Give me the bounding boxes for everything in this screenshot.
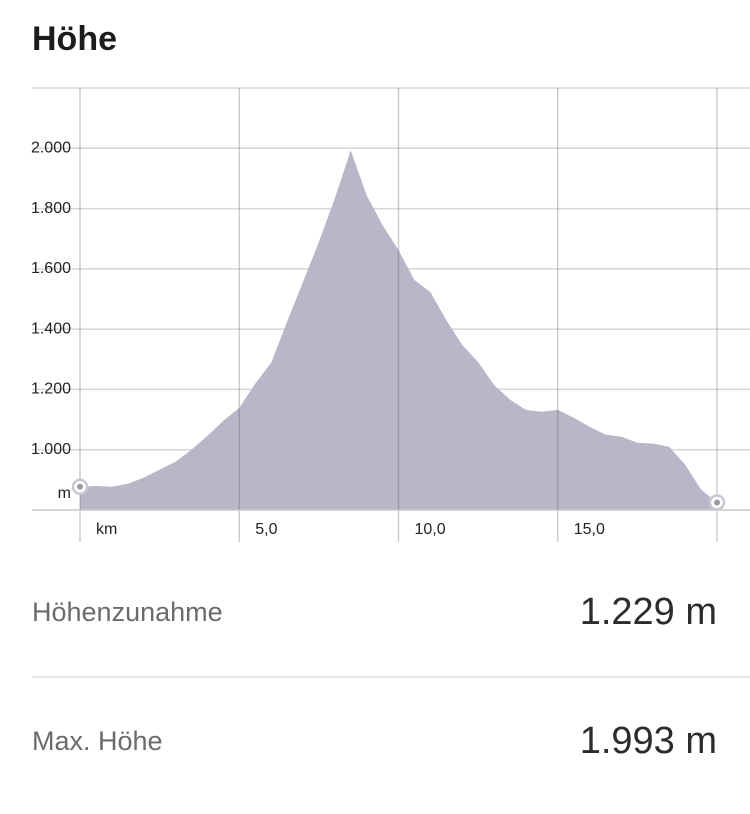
endpoint-dot xyxy=(77,483,83,490)
y-tick-label: 1.400 xyxy=(31,320,71,337)
y-tick-label: 2.000 xyxy=(31,140,71,157)
y-tick-label: 1.800 xyxy=(31,200,71,217)
stat-value: 1.993 m xyxy=(580,720,717,762)
x-tick-label: 5,0 xyxy=(255,521,277,538)
stat-label: Höhenzunahme xyxy=(32,597,223,627)
x-tick-label: 15,0 xyxy=(574,521,605,538)
elevation-area xyxy=(80,150,717,510)
y-tick-label: 1.200 xyxy=(31,381,71,398)
endpoint-dot xyxy=(714,499,720,506)
title: Höhe xyxy=(32,20,117,58)
y-tick-label: 1.000 xyxy=(31,441,71,458)
stat-value: 1.229 m xyxy=(580,591,717,633)
y-tick-label: 1.600 xyxy=(31,260,71,277)
stat-label: Max. Höhe xyxy=(32,726,163,756)
x-tick-label: 10,0 xyxy=(415,521,446,538)
x-axis-label: km xyxy=(96,521,117,538)
y-axis-label: m xyxy=(58,485,71,502)
